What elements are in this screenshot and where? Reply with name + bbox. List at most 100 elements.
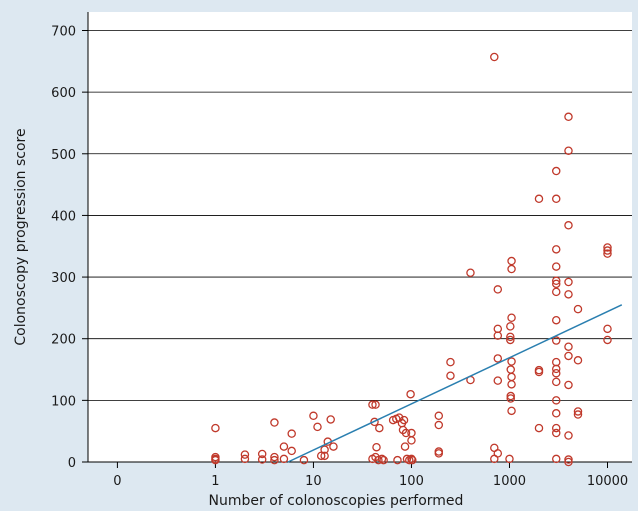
data-point xyxy=(490,52,499,62)
data-point xyxy=(551,428,561,438)
data-point xyxy=(240,454,250,464)
data-point xyxy=(377,454,387,464)
x-tick-label: 1000 xyxy=(493,474,526,489)
data-point xyxy=(399,415,409,425)
data-point xyxy=(534,367,544,377)
data-point xyxy=(434,411,444,421)
axes xyxy=(87,12,632,463)
data-point xyxy=(374,455,383,465)
data-point xyxy=(551,245,561,254)
data-point xyxy=(370,417,379,427)
trend-line xyxy=(287,304,623,463)
data-point xyxy=(507,256,516,266)
data-point xyxy=(564,351,573,361)
data-point xyxy=(493,449,503,458)
data-point xyxy=(551,423,561,433)
data-point xyxy=(493,354,503,363)
x-tick-label: 10 xyxy=(305,474,322,489)
data-point xyxy=(270,418,279,427)
data-point xyxy=(603,246,612,255)
data-point xyxy=(551,364,561,374)
data-point xyxy=(407,436,416,445)
data-point xyxy=(551,315,561,325)
x-tick-label: 10000 xyxy=(587,474,628,489)
data-point xyxy=(603,249,612,258)
data-point xyxy=(368,400,377,409)
data-point xyxy=(309,411,318,421)
y-tick-label: 700 xyxy=(51,24,76,39)
data-point xyxy=(507,264,516,274)
data-point xyxy=(407,454,416,464)
data-point xyxy=(573,407,583,416)
data-point xyxy=(534,194,544,204)
data-point xyxy=(372,442,381,452)
data-point xyxy=(211,455,220,465)
data-point xyxy=(320,451,329,461)
data-points xyxy=(211,52,612,467)
data-point xyxy=(371,400,380,409)
gridlines xyxy=(88,30,632,401)
x-tick-label: 0 xyxy=(113,474,121,489)
data-point xyxy=(434,449,444,458)
data-point xyxy=(551,166,561,176)
data-point xyxy=(564,380,573,390)
y-tick-label: 400 xyxy=(51,209,76,224)
y-tick-label: 100 xyxy=(51,394,76,409)
plot-area xyxy=(88,12,632,462)
x-tick-label: 100 xyxy=(399,474,424,489)
y-axis-title: Colonoscopy progression score xyxy=(13,128,29,345)
data-point xyxy=(313,422,322,432)
data-point xyxy=(507,406,516,416)
data-point xyxy=(505,454,514,464)
data-point xyxy=(564,146,573,155)
data-point xyxy=(551,262,561,271)
data-point xyxy=(551,276,561,286)
data-point xyxy=(257,449,267,459)
data-point xyxy=(573,410,583,419)
data-point xyxy=(257,455,267,464)
x-axis-ticks: 0 1 10 100 1000 10000 xyxy=(113,462,628,489)
data-point xyxy=(434,420,444,430)
data-point xyxy=(551,336,561,345)
data-point xyxy=(329,442,338,451)
data-point xyxy=(279,442,289,451)
data-point xyxy=(573,356,583,365)
y-tick-label: 200 xyxy=(51,333,76,348)
y-axis-ticks: 0 100 200 300 400 500 600 700 xyxy=(51,24,88,471)
data-point xyxy=(270,452,279,462)
data-point xyxy=(446,357,455,367)
data-point xyxy=(375,423,384,433)
data-point xyxy=(379,455,388,465)
data-point xyxy=(466,268,475,278)
data-point xyxy=(506,332,515,342)
data-point xyxy=(279,454,289,464)
data-point xyxy=(400,442,410,451)
data-point xyxy=(507,313,516,323)
data-point xyxy=(551,194,561,204)
data-point xyxy=(299,455,309,465)
data-point xyxy=(564,290,573,299)
data-point xyxy=(240,450,250,459)
data-point xyxy=(564,457,573,467)
data-point xyxy=(551,377,561,387)
x-tick-label: 1 xyxy=(211,474,219,489)
data-point xyxy=(551,454,561,464)
data-point xyxy=(493,376,503,385)
y-tick-label: 600 xyxy=(51,86,76,101)
data-point xyxy=(406,389,415,399)
data-point xyxy=(316,451,326,461)
data-point xyxy=(211,423,220,433)
data-point xyxy=(564,431,573,440)
data-point xyxy=(551,279,561,289)
y-tick-label: 500 xyxy=(51,148,76,163)
data-point xyxy=(564,342,573,351)
data-point xyxy=(408,455,417,465)
data-point xyxy=(573,304,583,314)
data-point xyxy=(564,455,573,464)
data-point xyxy=(507,380,516,389)
data-point xyxy=(603,335,612,345)
data-point xyxy=(401,428,411,438)
data-point xyxy=(551,396,561,405)
data-point xyxy=(493,285,503,294)
